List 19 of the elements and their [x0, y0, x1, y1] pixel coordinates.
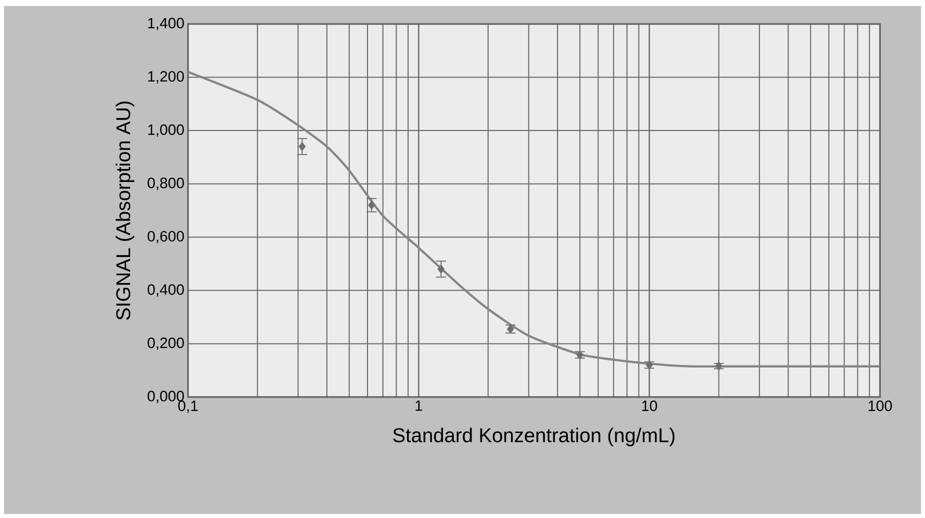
point [506, 324, 514, 334]
y-tick-label: 0,800 [148, 178, 184, 190]
point [437, 264, 445, 274]
x-tick-label: 100 [868, 400, 892, 412]
y-tick-label: 1,400 [148, 18, 184, 30]
point [646, 360, 653, 370]
point [715, 361, 722, 371]
y-tick-label: 1,000 [148, 124, 184, 137]
x-tick-label: 1 [416, 400, 422, 411]
y-tick-label: 0,600 [148, 230, 184, 244]
y-tick-label: 0,400 [148, 284, 184, 297]
x-axis-title: Standard Konzentration (ng/mL) [393, 428, 674, 446]
x-tick-label: 10 [642, 400, 658, 412]
y-tick-label: 0,200 [148, 338, 184, 350]
y-tick-label: 1,200 [148, 71, 184, 84]
y-axis-title: SIGNAL (Absorption AU) [116, 102, 134, 320]
point [298, 142, 306, 152]
point [368, 200, 376, 210]
point [576, 350, 584, 360]
